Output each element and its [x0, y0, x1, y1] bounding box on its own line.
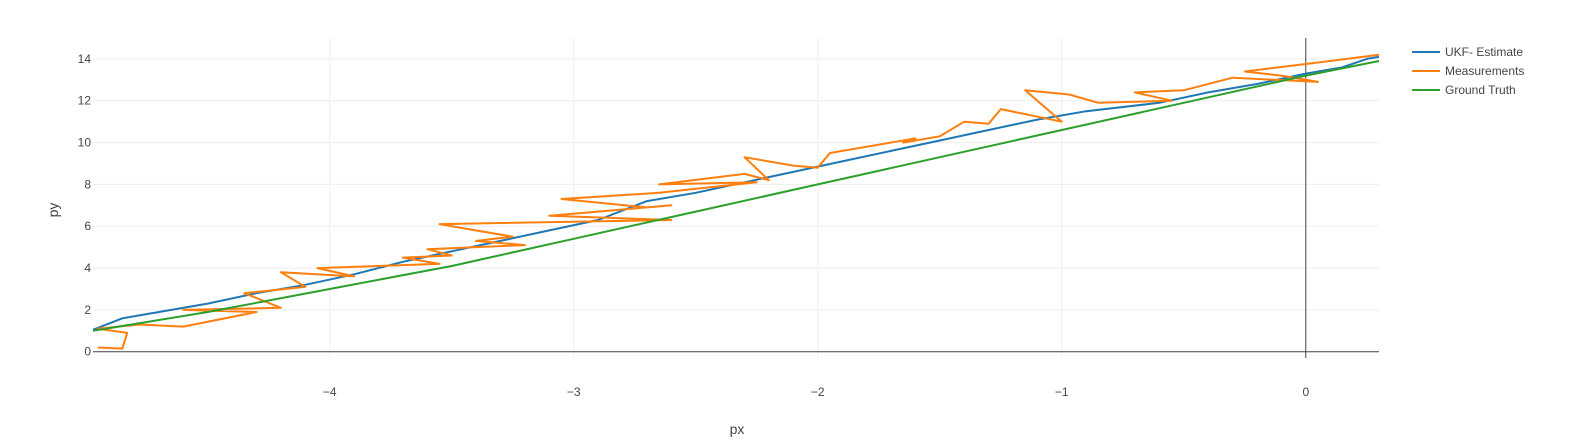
- x-axis-title: px: [730, 421, 745, 437]
- series-line-measurements: [96, 53, 1380, 350]
- x-tick-label: 0: [1302, 385, 1309, 399]
- x-tick-label: −2: [811, 385, 825, 399]
- y-tick-label: 2: [84, 303, 91, 317]
- x-tick-label: −3: [567, 385, 581, 399]
- y-axis-title: py: [45, 203, 61, 218]
- axes-layer: [93, 38, 1379, 358]
- x-tick-label: −1: [1055, 385, 1069, 399]
- tick-labels: −4 −3 −2 −1 0 0 2 4 6 8 10 12 14: [78, 52, 1310, 399]
- y-tick-label: 8: [84, 177, 91, 191]
- y-tick-label: 6: [84, 219, 91, 233]
- y-tick-label: 12: [78, 94, 92, 108]
- series-layer: [92, 53, 1380, 350]
- y-tick-label: 0: [84, 345, 91, 359]
- legend-label: UKF- Estimate: [1445, 45, 1523, 59]
- legend-label: Ground Truth: [1445, 83, 1516, 97]
- legend: UKF- Estimate Measurements Ground Truth: [1412, 45, 1524, 97]
- x-tick-label: −4: [323, 385, 337, 399]
- legend-label: Measurements: [1445, 64, 1524, 78]
- grid-layer: [93, 38, 1379, 358]
- y-tick-label: 4: [84, 261, 91, 275]
- series-line-ground-truth: [92, 60, 1380, 332]
- y-tick-label: 10: [78, 136, 92, 150]
- y-tick-label: 14: [78, 52, 92, 66]
